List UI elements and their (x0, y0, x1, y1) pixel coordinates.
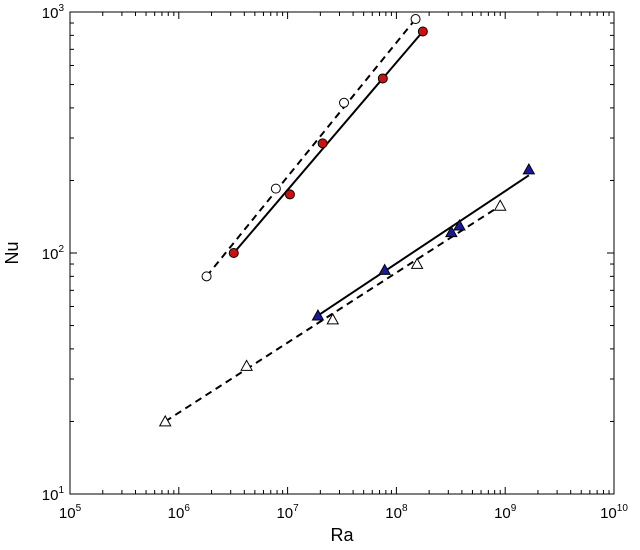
x-tick-label: 105 (59, 503, 82, 522)
y-tick-labels: 101 102 103 (42, 3, 65, 504)
circle-filled-marker (228, 248, 239, 258)
x-tick-label: 107 (276, 503, 299, 522)
circle-open-marker (339, 97, 350, 108)
x-tick-labels: 105 106 107 108 109 1010 (59, 503, 628, 522)
plot-frame (69, 11, 615, 495)
circle-filled-marker (284, 189, 295, 200)
dashed-fit-line (164, 204, 501, 423)
triangle-filled-marker (378, 263, 392, 275)
circle-filled-marker (317, 138, 328, 149)
x-tick-label: 1010 (600, 503, 628, 522)
circle-open-marker (201, 271, 212, 282)
fit-lines (164, 18, 530, 423)
triangle-filled-marker (445, 225, 458, 238)
circle-open-marker (270, 183, 281, 194)
triangle-filled-marker (311, 309, 325, 321)
circle-open-marker (410, 14, 421, 25)
triangle-open-marker (326, 312, 340, 325)
data-markers (158, 14, 536, 427)
major-ticks (69, 11, 615, 495)
triangle-filled-marker (522, 162, 536, 175)
triangle-open-marker (158, 414, 172, 427)
x-axis-label: Ra (330, 525, 354, 545)
x-tick-label: 109 (494, 503, 517, 522)
solid-fit-line (317, 174, 530, 317)
triangle-open-marker (410, 257, 424, 269)
y-axis-label: Nu (2, 241, 22, 264)
x-tick-label: 106 (168, 503, 191, 522)
circle-filled-marker (377, 73, 388, 84)
circle-filled-marker (417, 26, 428, 37)
triangle-filled-marker (453, 219, 466, 231)
y-tick-label: 102 (42, 244, 65, 263)
x-tick-label: 108 (385, 503, 408, 522)
triangle-open-marker (240, 359, 253, 371)
minor-ticks (70, 12, 614, 494)
y-tick-label: 101 (42, 485, 65, 504)
solid-fit-line (232, 30, 424, 254)
dashed-fit-line (205, 18, 417, 277)
y-tick-label: 103 (42, 3, 65, 22)
triangle-open-marker (493, 199, 507, 211)
